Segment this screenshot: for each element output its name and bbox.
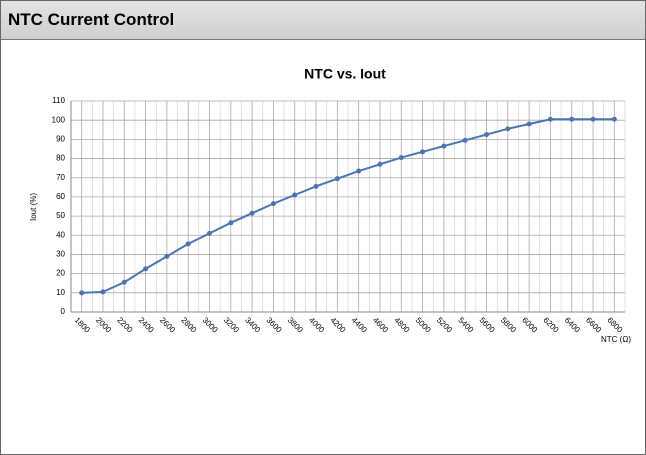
- point: [100, 289, 106, 295]
- point: [611, 116, 617, 122]
- x-tick-label: 5800: [499, 316, 518, 335]
- x-tick-label: 4000: [307, 316, 326, 335]
- point: [164, 253, 170, 259]
- line: [81, 118, 615, 294]
- y-tick-label: 30: [56, 250, 65, 259]
- x-tick-label: 4600: [371, 316, 390, 335]
- point: [334, 176, 340, 182]
- chart: NTC vs. Iout Iout (%) NTC (Ω) 0 10 20 30 40 5…: [29, 66, 631, 344]
- point: [526, 121, 532, 127]
- point: [590, 116, 596, 122]
- point: [143, 266, 149, 272]
- point: [185, 241, 191, 247]
- y-tick-label: 40: [56, 230, 65, 239]
- y-tick-label: 70: [56, 173, 65, 182]
- chart-title: NTC vs. Iout: [304, 66, 386, 82]
- x-tick-label: 5400: [456, 316, 475, 335]
- point: [484, 132, 489, 138]
- x-tick-label: 4200: [328, 316, 347, 335]
- point: [398, 155, 404, 161]
- y-tick-label: 50: [56, 211, 65, 220]
- x-tick-label: 3800: [286, 316, 305, 335]
- y-tick-label: 20: [56, 269, 65, 278]
- point: [228, 220, 234, 226]
- y-tick-label: 100: [52, 115, 66, 124]
- x-tick-label: 2400: [137, 316, 156, 335]
- point: [569, 116, 575, 122]
- y-tick-label: 0: [61, 307, 66, 316]
- x-tick-label: 1800: [73, 316, 92, 335]
- x-axis-label: NTC (Ω): [601, 335, 631, 344]
- x-tick-label: 4400: [350, 316, 369, 335]
- y-tick-label: 110: [52, 96, 65, 105]
- x-tick-label: 3600: [265, 316, 284, 335]
- point: [547, 116, 553, 122]
- x-tick-label: 3000: [201, 316, 220, 335]
- x-tick-label: 6000: [520, 316, 539, 335]
- x-tick-label: 2000: [94, 316, 113, 335]
- y-tick-label: 80: [56, 154, 65, 163]
- x-tick-label: 4800: [392, 316, 411, 335]
- point: [249, 210, 255, 216]
- x-tick-label: 3400: [243, 316, 262, 335]
- point: [356, 168, 362, 174]
- point: [420, 149, 426, 155]
- point: [505, 126, 511, 132]
- x-tick-label: 2200: [115, 316, 134, 335]
- point: [292, 192, 298, 198]
- point: [441, 143, 447, 149]
- x-tick-label: 5200: [435, 316, 454, 335]
- panel-header: NTC Current Control: [1, 1, 645, 40]
- point: [121, 279, 127, 285]
- point: [313, 183, 319, 189]
- y-tick-label: 90: [56, 134, 65, 143]
- x-tick-label: 2800: [179, 316, 198, 335]
- x-tick-label: 5000: [414, 316, 433, 335]
- x-tick-label: 5600: [478, 316, 497, 335]
- x-tick-label: 2600: [158, 316, 177, 335]
- y-tick-label: 60: [56, 192, 65, 201]
- x-tick-label: 6400: [563, 316, 582, 335]
- point: [207, 230, 212, 236]
- y-axis-label: Iout (%): [29, 193, 38, 221]
- x-tick-label: 3200: [222, 316, 241, 335]
- y-tick-label: 10: [56, 288, 65, 297]
- point: [79, 290, 85, 296]
- point: [270, 201, 276, 207]
- point: [377, 161, 383, 167]
- x-tick-label: 6600: [584, 316, 603, 335]
- x-tick-label: 6200: [542, 316, 561, 335]
- x-tick-label: 6800: [605, 316, 624, 335]
- point: [462, 137, 468, 143]
